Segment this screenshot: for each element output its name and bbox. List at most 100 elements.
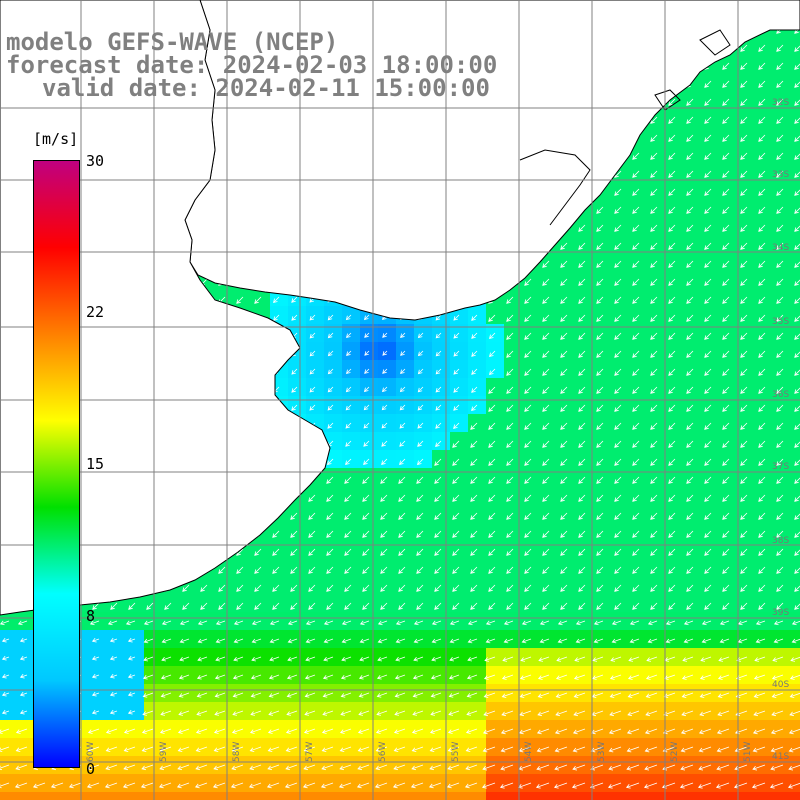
wind-arrow xyxy=(663,692,676,698)
wind-arrow xyxy=(722,242,730,250)
wind-arrow xyxy=(364,332,370,338)
wind-arrow xyxy=(303,764,316,771)
wind-cell xyxy=(792,288,800,306)
forecast-date: forecast date: 2024-02-03 18:00:00 xyxy=(6,51,498,79)
wind-arrow xyxy=(542,584,550,592)
wind-arrow xyxy=(773,638,784,644)
wind-arrow xyxy=(686,206,694,214)
wind-cell xyxy=(792,396,800,414)
wind-arrow xyxy=(267,746,280,752)
wind-arrow xyxy=(465,728,478,734)
lon-label: 52W xyxy=(670,741,680,762)
wind-arrow xyxy=(128,602,136,610)
wind-arrow xyxy=(161,656,172,662)
wind-arrow xyxy=(686,440,694,448)
wind-arrow xyxy=(326,494,334,502)
wind-arrow xyxy=(542,332,550,340)
wind-arrow xyxy=(740,224,748,232)
wind-arrow xyxy=(560,566,568,574)
wind-arrow xyxy=(466,692,478,698)
wind-arrow xyxy=(182,602,190,610)
wind-arrow xyxy=(770,728,784,735)
wind-cell xyxy=(180,792,198,800)
wind-arrow xyxy=(249,728,262,734)
wind-arrow xyxy=(722,278,730,286)
wind-arrow xyxy=(555,674,568,680)
wind-arrow xyxy=(380,566,388,574)
wind-arrow xyxy=(394,692,406,698)
wind-arrow xyxy=(650,602,658,610)
wind-cell xyxy=(792,468,800,486)
wind-arrow xyxy=(470,530,478,538)
wind-cell xyxy=(324,792,342,800)
wind-arrow xyxy=(161,638,172,644)
wind-arrow xyxy=(109,637,118,643)
wind-arrow xyxy=(412,710,424,716)
wind-arrow xyxy=(593,638,604,644)
wind-arrow xyxy=(434,584,442,592)
wind-arrow xyxy=(506,368,514,376)
wind-arrow xyxy=(290,602,298,610)
wind-arrow xyxy=(740,332,748,340)
wind-arrow xyxy=(452,584,460,592)
wind-arrow xyxy=(230,782,244,789)
wind-arrow xyxy=(322,674,334,680)
wind-arrow xyxy=(758,44,766,52)
wind-arrow xyxy=(141,746,154,752)
wind-cell xyxy=(540,792,558,800)
wind-arrow xyxy=(250,710,262,716)
wind-arrow xyxy=(506,458,514,466)
lon-label: 59W xyxy=(159,741,169,762)
wind-arrow xyxy=(632,422,640,430)
wind-arrow xyxy=(344,494,352,502)
wind-arrow xyxy=(179,620,190,626)
lat-label: 32S xyxy=(772,98,790,108)
wind-arrow xyxy=(650,350,658,358)
wind-arrow xyxy=(753,710,766,717)
wind-arrow xyxy=(752,746,766,753)
wind-arrow xyxy=(722,332,730,340)
wind-arrow xyxy=(327,422,334,429)
wind-arrow xyxy=(485,638,496,644)
wind-arrow xyxy=(376,674,388,680)
wind-arrow xyxy=(740,476,748,484)
wind-arrow xyxy=(326,548,334,556)
wind-arrow xyxy=(668,566,676,574)
wind-arrow xyxy=(341,656,352,662)
wind-arrow xyxy=(680,746,694,753)
wind-arrow xyxy=(668,350,676,358)
wind-arrow xyxy=(578,584,586,592)
wind-arrow xyxy=(375,764,388,771)
wind-arrow xyxy=(200,584,208,592)
wind-arrow xyxy=(722,440,730,448)
wind-arrow xyxy=(560,440,568,448)
wind-arrow xyxy=(159,746,172,752)
wind-arrow xyxy=(213,746,226,752)
wind-arrow xyxy=(773,620,784,626)
wind-arrow xyxy=(758,260,766,268)
wind-arrow xyxy=(542,476,550,484)
wind-arrow xyxy=(143,620,154,626)
wind-arrow xyxy=(323,638,334,644)
wind-arrow xyxy=(758,296,766,304)
wind-arrow xyxy=(722,548,730,556)
wind-cell xyxy=(522,792,540,800)
lon-label: 55W xyxy=(451,741,461,762)
lat-label: 36S xyxy=(772,390,790,400)
wind-arrow xyxy=(104,782,118,789)
wind-arrow xyxy=(650,548,658,556)
wind-arrow xyxy=(740,170,748,178)
wind-arrow xyxy=(740,242,748,250)
wind-arrow xyxy=(197,638,208,644)
wind-arrow xyxy=(87,764,100,771)
wind-arrow xyxy=(560,296,568,304)
wind-arrow xyxy=(614,278,622,286)
wind-arrow xyxy=(645,674,658,680)
wind-arrow xyxy=(518,728,532,735)
wind-arrow xyxy=(758,494,766,502)
wind-arrow xyxy=(632,224,640,232)
wind-arrow xyxy=(686,116,694,124)
wind-arrow xyxy=(17,620,28,626)
wind-arrow xyxy=(412,674,424,680)
wind-arrow xyxy=(467,620,478,626)
